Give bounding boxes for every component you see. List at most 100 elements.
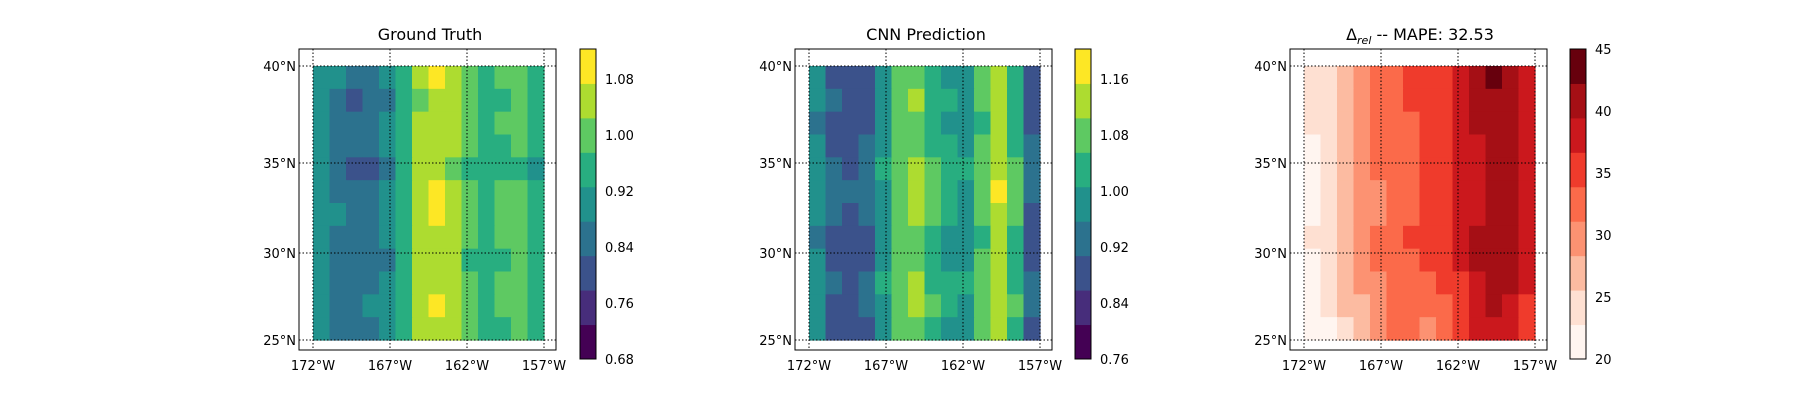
heatmap-cell bbox=[1370, 203, 1388, 227]
heatmap-cell bbox=[1436, 271, 1454, 295]
heatmap-cell bbox=[957, 134, 975, 158]
colorbar-band bbox=[1570, 255, 1586, 291]
heatmap-cell bbox=[908, 111, 926, 136]
heatmap-cell bbox=[428, 134, 446, 158]
heatmap-cell bbox=[858, 203, 876, 227]
heatmap-cell bbox=[1502, 180, 1520, 204]
heatmap-cell bbox=[1452, 317, 1470, 341]
heatmap-cell bbox=[428, 203, 446, 227]
heatmap-cell bbox=[329, 248, 347, 273]
heatmap-cell bbox=[842, 317, 860, 341]
heatmap-cell bbox=[1007, 271, 1025, 295]
heatmap-cell bbox=[842, 134, 860, 158]
heatmap-cell bbox=[858, 111, 876, 136]
heatmap-cell bbox=[346, 111, 364, 136]
panel-title: Ground Truth bbox=[378, 25, 483, 44]
heatmap-cell bbox=[891, 294, 909, 318]
heatmap-cell bbox=[346, 317, 364, 341]
heatmap-cell bbox=[1007, 294, 1025, 318]
lon-tick-162w: 162°W bbox=[1436, 359, 1480, 374]
heatmap-cell bbox=[461, 248, 479, 273]
heatmap-cell bbox=[1485, 88, 1503, 113]
heatmap-cell bbox=[412, 203, 430, 227]
heatmap-cell bbox=[527, 248, 545, 273]
heatmap-cell bbox=[825, 134, 843, 158]
heatmap-cell bbox=[379, 134, 397, 158]
heatmap-cell bbox=[1023, 88, 1041, 113]
heatmap-cell bbox=[1386, 66, 1404, 90]
heatmap-cell bbox=[1320, 134, 1338, 158]
heatmap-cell bbox=[1386, 180, 1404, 204]
heatmap-cell bbox=[362, 111, 380, 136]
heatmap-cell bbox=[395, 88, 413, 113]
colorbar-band bbox=[1570, 290, 1586, 326]
heatmap-cell bbox=[478, 134, 496, 158]
heatmap-cell bbox=[1403, 66, 1421, 90]
heatmap-cell bbox=[809, 225, 827, 250]
heatmap-cell bbox=[313, 225, 331, 250]
heatmap-cell bbox=[395, 134, 413, 158]
heatmap-cell bbox=[990, 271, 1008, 295]
heatmap-cell bbox=[1007, 111, 1025, 136]
heatmap-cell bbox=[1337, 180, 1355, 204]
colorbar-band bbox=[580, 83, 596, 119]
heatmap-cell bbox=[1304, 157, 1322, 181]
heatmap-cell bbox=[1518, 294, 1536, 318]
heatmap-cell bbox=[858, 88, 876, 113]
heatmap-cell bbox=[974, 88, 992, 113]
heatmap-cell bbox=[1469, 248, 1487, 273]
heatmap-cell bbox=[1370, 66, 1388, 90]
heatmap-cell bbox=[1337, 111, 1355, 136]
heatmap-cell bbox=[329, 294, 347, 318]
heatmap-cell bbox=[313, 111, 331, 136]
heatmap-cell bbox=[957, 111, 975, 136]
colorbar-band bbox=[1570, 49, 1586, 84]
heatmap-cell bbox=[1502, 248, 1520, 273]
heatmap-cell bbox=[825, 66, 843, 90]
heatmap-cell bbox=[891, 203, 909, 227]
heatmap-cell bbox=[313, 88, 331, 113]
heatmap-cell bbox=[809, 134, 827, 158]
heatmap-cell bbox=[1304, 111, 1322, 136]
heatmap-cell bbox=[445, 294, 463, 318]
heatmap-cell bbox=[1452, 271, 1470, 295]
heatmap-cell bbox=[875, 317, 893, 341]
heatmap-cell bbox=[511, 225, 529, 250]
heatmap-cell bbox=[809, 66, 827, 90]
heatmap-cell bbox=[1419, 317, 1437, 341]
colorbar bbox=[1075, 49, 1091, 360]
heatmap-cell bbox=[908, 317, 926, 341]
heatmap-cell bbox=[478, 294, 496, 318]
heatmap-cell bbox=[809, 203, 827, 227]
heatmap-cell bbox=[825, 157, 843, 181]
heatmap-cell bbox=[1518, 134, 1536, 158]
heatmap-cell bbox=[1304, 180, 1322, 204]
heatmap-cell bbox=[1502, 317, 1520, 341]
heatmap-cell bbox=[329, 111, 347, 136]
heatmap-cell bbox=[428, 157, 446, 181]
heatmap-cell bbox=[809, 294, 827, 318]
heatmap-cell bbox=[1502, 134, 1520, 158]
heatmap-cell bbox=[1419, 248, 1437, 273]
heatmap-cell bbox=[924, 111, 942, 136]
heatmap-cell bbox=[1320, 157, 1338, 181]
heatmap-cell bbox=[825, 271, 843, 295]
heatmap-cell bbox=[1353, 317, 1371, 341]
colorbar-band bbox=[1075, 49, 1091, 84]
lat-tick-25: 25°N bbox=[263, 334, 296, 349]
colorbar-tick: 45 bbox=[1595, 43, 1612, 58]
heatmap-cell bbox=[329, 180, 347, 204]
heatmap-cell bbox=[1419, 203, 1437, 227]
colorbar-band bbox=[1075, 324, 1091, 360]
heatmap-cell bbox=[478, 317, 496, 341]
heatmap-cell bbox=[445, 248, 463, 273]
heatmap-cell bbox=[511, 134, 529, 158]
heatmap-cell bbox=[1469, 66, 1487, 90]
colorbar-band bbox=[580, 152, 596, 188]
heatmap-cell bbox=[1518, 248, 1536, 273]
heatmap-cell bbox=[379, 88, 397, 113]
heatmap-cell bbox=[1304, 248, 1322, 273]
heatmap-cell bbox=[990, 157, 1008, 181]
heatmap-cell bbox=[908, 203, 926, 227]
heatmap-cell bbox=[1370, 271, 1388, 295]
